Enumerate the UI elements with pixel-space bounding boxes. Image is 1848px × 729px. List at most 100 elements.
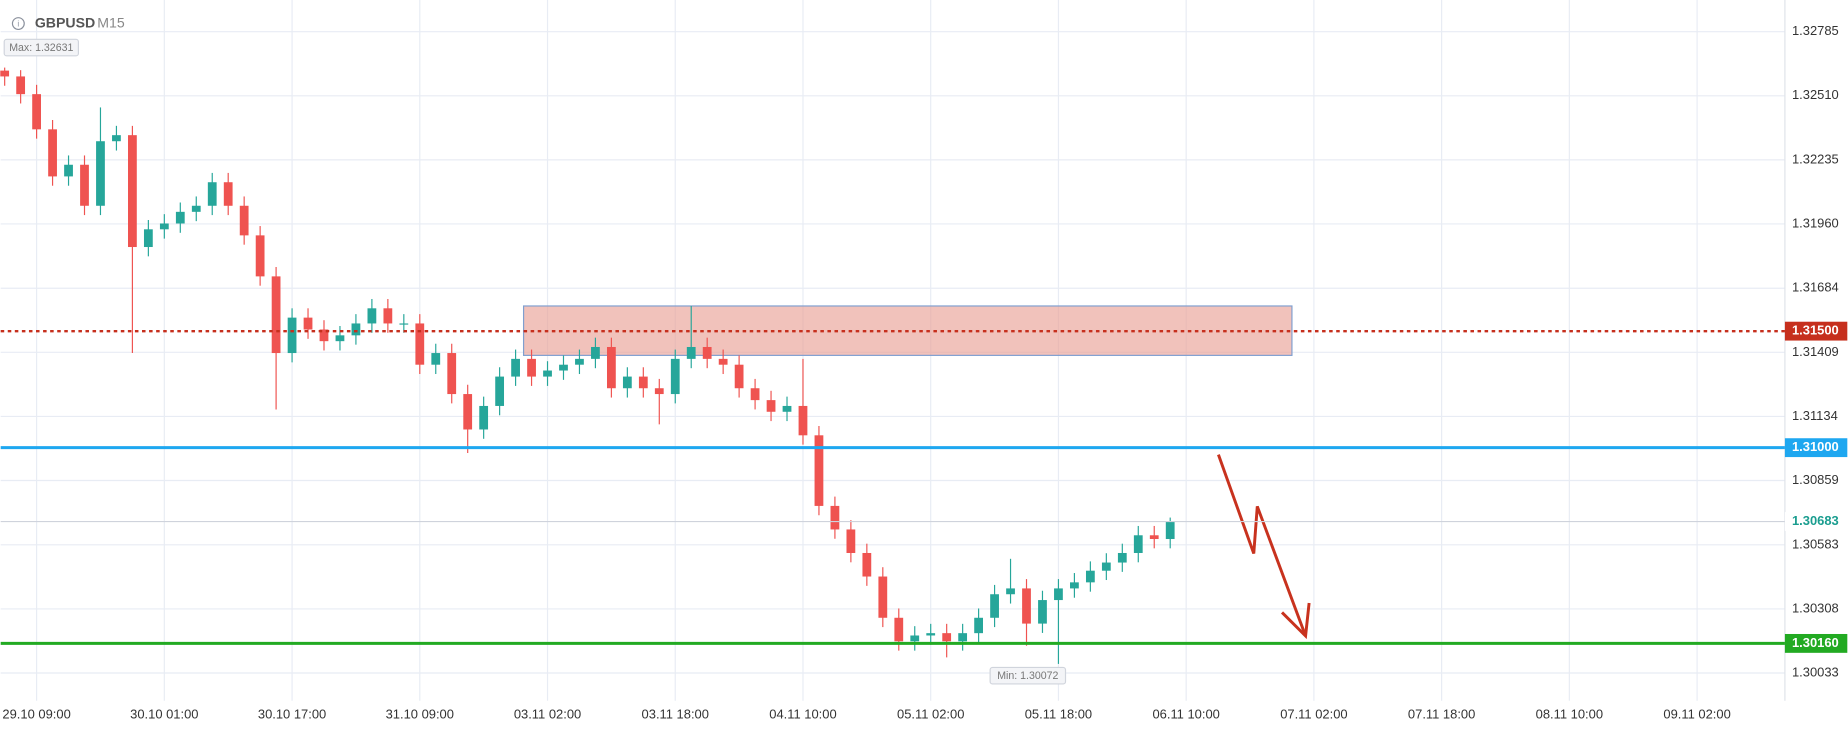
- candle-body: [702, 346, 712, 359]
- symbol: GBPUSD: [35, 14, 95, 30]
- candle-body: [750, 388, 760, 401]
- candle-body: [96, 141, 105, 206]
- candle-body: [1133, 535, 1143, 553]
- y-tick-label: 1.30583: [1792, 536, 1839, 551]
- candle-body: [974, 617, 983, 634]
- candle-body: [1070, 582, 1079, 589]
- candle-body: [112, 135, 121, 142]
- candle-body: [463, 394, 473, 430]
- candle-body: [431, 353, 441, 365]
- x-tick-label: 03.11 18:00: [642, 706, 709, 721]
- x-tick-label: 09.11 02:00: [1663, 706, 1730, 721]
- candle-body: [287, 317, 297, 354]
- x-tick-label: 03.11 02:00: [514, 706, 581, 721]
- y-tick-label: 1.30859: [1792, 472, 1839, 487]
- candle-body: [606, 346, 616, 389]
- candle-body: [1085, 570, 1095, 583]
- candle-body: [271, 276, 281, 354]
- x-tick-label: 04.11 10:00: [769, 706, 836, 721]
- candle-body: [80, 164, 89, 206]
- candle-body: [1054, 588, 1063, 601]
- candle-body: [1006, 588, 1015, 595]
- candle-body: [16, 76, 26, 95]
- candle-body: [878, 576, 888, 618]
- candle-body: [591, 346, 600, 359]
- candle-body: [143, 229, 153, 248]
- candle-body: [1038, 600, 1047, 624]
- candle-body: [782, 405, 792, 412]
- x-tick-label: 30.10 17:00: [258, 706, 326, 721]
- x-tick-label: 07.11 18:00: [1408, 706, 1475, 721]
- candle-body: [559, 364, 568, 371]
- candle-body: [543, 370, 552, 377]
- x-tick-label: 05.11 18:00: [1025, 706, 1092, 721]
- candle-body: [734, 364, 744, 389]
- x-tick-label: 30.10 01:00: [130, 706, 198, 721]
- candle-body: [894, 617, 904, 642]
- min-tag: [989, 666, 1067, 685]
- max-label: Max: 1.32631: [9, 42, 73, 54]
- candle-body: [910, 635, 920, 642]
- candle-body: [511, 358, 520, 377]
- x-tick-label: 29.10 09:00: [2, 706, 70, 721]
- y-tick-label: 1.32235: [1792, 151, 1839, 166]
- candle-body: [495, 376, 505, 406]
- candle-body: [0, 70, 10, 77]
- y-tick-label: 1.32510: [1792, 87, 1839, 102]
- candle-body: [479, 405, 489, 430]
- forecast-arrow: [1217, 454, 1311, 640]
- x-tick-label: 07.11 02:00: [1280, 706, 1347, 721]
- info-icon[interactable]: [11, 17, 25, 31]
- candle-body: [415, 323, 425, 365]
- price-tag-label: 1.30683: [1792, 513, 1839, 528]
- candle-body: [207, 182, 217, 206]
- timeframe: M15: [97, 14, 125, 30]
- candle-body: [319, 329, 329, 342]
- candle-body: [1117, 552, 1127, 563]
- candle-body: [718, 358, 728, 365]
- arrow-path: [1217, 454, 1307, 637]
- x-tick-label: 05.11 02:00: [897, 706, 964, 721]
- candle-body: [654, 388, 664, 395]
- candle-body: [383, 308, 393, 324]
- price-tag-label: 1.30160: [1792, 635, 1839, 650]
- price-tag: [1784, 438, 1848, 458]
- candle-body: [64, 164, 73, 177]
- max-tag: [3, 38, 79, 57]
- candle-body: [255, 235, 265, 277]
- candle-body: [223, 182, 233, 206]
- price-tag-label: 1.31500: [1792, 323, 1839, 338]
- candle-body: [367, 308, 377, 324]
- candle-body: [128, 135, 137, 248]
- y-tick-label: 1.31684: [1792, 280, 1839, 295]
- candle-body: [798, 405, 808, 436]
- y-tick-label: 1.30033: [1792, 664, 1839, 679]
- y-tick-label: 1.30308: [1792, 600, 1839, 615]
- candle-body: [1149, 535, 1159, 540]
- price-tag: [1784, 512, 1848, 531]
- price-tag: [1784, 633, 1848, 653]
- candle-body: [303, 317, 313, 330]
- candle-body: [846, 529, 856, 553]
- candle-body: [159, 223, 169, 230]
- candle-body: [926, 633, 936, 636]
- candle-body: [942, 633, 952, 642]
- min-label: Min: 1.30072: [997, 670, 1058, 682]
- candle-body: [351, 323, 361, 336]
- candle-body: [862, 552, 872, 577]
- candle-body: [670, 358, 680, 395]
- candle-body: [32, 94, 41, 130]
- candle-body: [766, 400, 776, 412]
- candle-body: [335, 335, 345, 342]
- candle-body: [175, 211, 185, 224]
- candle-body: [814, 435, 824, 506]
- y-tick-label: 1.31409: [1792, 344, 1839, 359]
- candle-body: [239, 205, 249, 236]
- x-tick-label: 08.11 10:00: [1536, 706, 1603, 721]
- y-tick-label: 1.31134: [1792, 408, 1838, 423]
- candle-body: [447, 353, 457, 395]
- candle-body: [990, 594, 999, 618]
